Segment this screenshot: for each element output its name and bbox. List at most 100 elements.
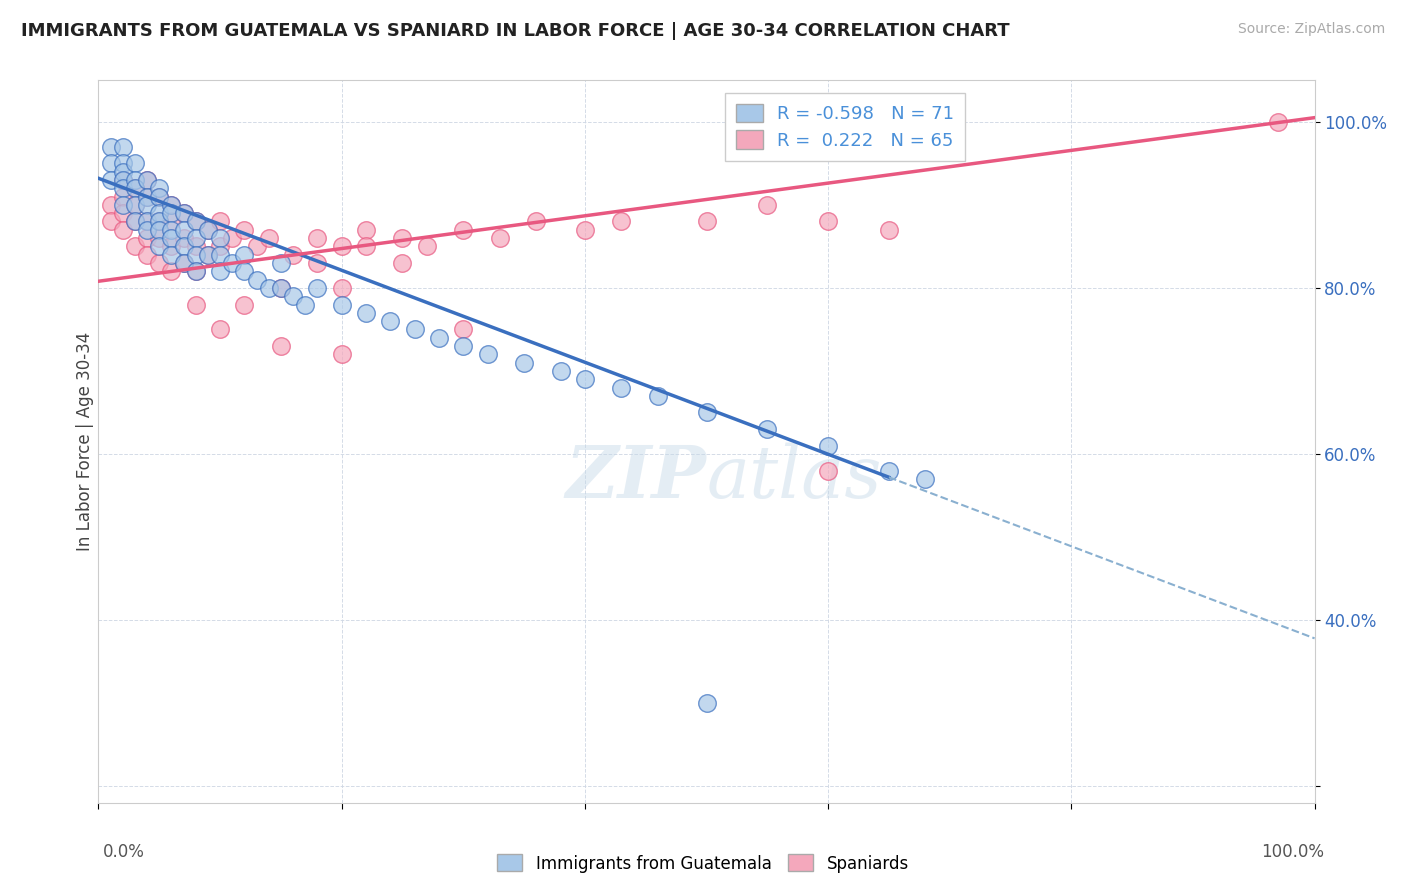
Point xyxy=(148,256,170,270)
Point xyxy=(427,331,450,345)
Point xyxy=(136,214,159,228)
Point xyxy=(173,256,195,270)
Point xyxy=(233,223,256,237)
Point xyxy=(647,389,669,403)
Point xyxy=(209,239,232,253)
Point xyxy=(111,139,134,153)
Point xyxy=(184,231,207,245)
Point xyxy=(233,248,256,262)
Point xyxy=(756,422,779,436)
Point xyxy=(124,214,146,228)
Point xyxy=(574,223,596,237)
Point xyxy=(197,223,219,237)
Text: atlas: atlas xyxy=(707,442,882,513)
Point xyxy=(184,214,207,228)
Point xyxy=(136,198,159,212)
Point xyxy=(136,189,159,203)
Point xyxy=(160,264,183,278)
Text: Source: ZipAtlas.com: Source: ZipAtlas.com xyxy=(1237,22,1385,37)
Point xyxy=(914,472,936,486)
Point xyxy=(173,223,195,237)
Point xyxy=(124,198,146,212)
Point xyxy=(453,223,475,237)
Point xyxy=(111,223,134,237)
Point xyxy=(453,322,475,336)
Point xyxy=(877,223,900,237)
Point xyxy=(281,289,304,303)
Point xyxy=(184,297,207,311)
Text: 100.0%: 100.0% xyxy=(1261,843,1324,861)
Point xyxy=(148,223,170,237)
Point xyxy=(524,214,547,228)
Point xyxy=(136,231,159,245)
Point xyxy=(696,696,718,710)
Point xyxy=(817,464,839,478)
Point xyxy=(136,214,159,228)
Text: IMMIGRANTS FROM GUATEMALA VS SPANIARD IN LABOR FORCE | AGE 30-34 CORRELATION CHA: IMMIGRANTS FROM GUATEMALA VS SPANIARD IN… xyxy=(21,22,1010,40)
Point xyxy=(184,264,207,278)
Point xyxy=(354,239,377,253)
Point xyxy=(173,239,195,253)
Point xyxy=(124,181,146,195)
Point xyxy=(221,256,243,270)
Point xyxy=(124,214,146,228)
Point xyxy=(233,264,256,278)
Point xyxy=(197,248,219,262)
Point xyxy=(111,156,134,170)
Point xyxy=(610,214,633,228)
Legend: Immigrants from Guatemala, Spaniards: Immigrants from Guatemala, Spaniards xyxy=(491,847,915,880)
Point xyxy=(270,256,292,270)
Point xyxy=(160,206,183,220)
Point xyxy=(136,223,159,237)
Point xyxy=(209,231,232,245)
Point xyxy=(307,231,329,245)
Point xyxy=(124,156,146,170)
Point xyxy=(209,248,232,262)
Point xyxy=(111,189,134,203)
Point xyxy=(221,231,243,245)
Point xyxy=(610,380,633,394)
Point xyxy=(877,464,900,478)
Text: ZIP: ZIP xyxy=(565,442,707,513)
Point xyxy=(294,297,316,311)
Legend: R = -0.598   N = 71, R =  0.222   N = 65: R = -0.598 N = 71, R = 0.222 N = 65 xyxy=(725,93,965,161)
Point xyxy=(756,198,779,212)
Point xyxy=(330,239,353,253)
Point xyxy=(148,214,170,228)
Point xyxy=(100,198,122,212)
Point xyxy=(307,256,329,270)
Point xyxy=(173,206,195,220)
Point xyxy=(257,231,280,245)
Point xyxy=(233,297,256,311)
Point xyxy=(148,214,170,228)
Point xyxy=(148,189,170,203)
Point xyxy=(197,223,219,237)
Point xyxy=(330,297,353,311)
Point xyxy=(488,231,510,245)
Point xyxy=(136,173,159,187)
Point xyxy=(160,248,183,262)
Point xyxy=(453,339,475,353)
Point xyxy=(148,181,170,195)
Point xyxy=(330,347,353,361)
Point xyxy=(257,281,280,295)
Point xyxy=(148,231,170,245)
Point xyxy=(111,198,134,212)
Point xyxy=(391,231,413,245)
Point xyxy=(380,314,402,328)
Point xyxy=(136,173,159,187)
Point xyxy=(148,206,170,220)
Point xyxy=(245,239,267,253)
Point xyxy=(270,281,292,295)
Point xyxy=(160,239,183,253)
Point xyxy=(111,206,134,220)
Point xyxy=(111,164,134,178)
Point xyxy=(124,198,146,212)
Point xyxy=(270,339,292,353)
Point xyxy=(173,231,195,245)
Point xyxy=(111,173,134,187)
Point xyxy=(111,181,134,195)
Point xyxy=(477,347,499,361)
Point xyxy=(160,214,183,228)
Point xyxy=(197,248,219,262)
